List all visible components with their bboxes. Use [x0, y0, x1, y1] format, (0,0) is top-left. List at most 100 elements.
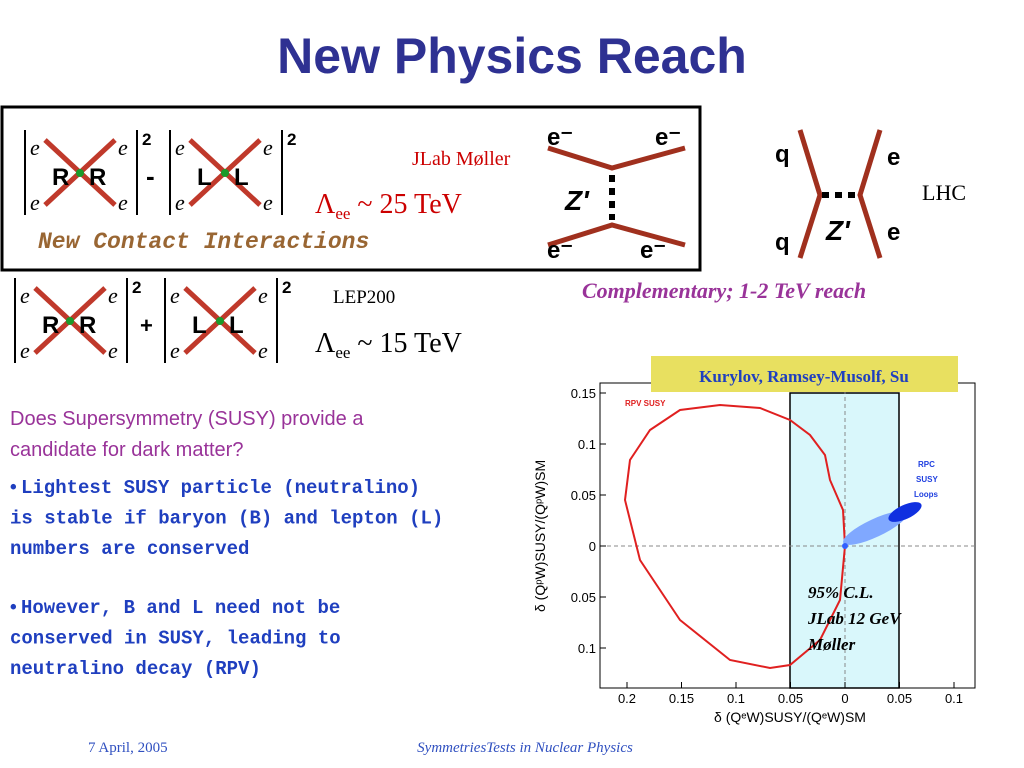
glyph: e [30, 190, 40, 215]
question: candidate for dark matter? [10, 439, 243, 461]
glyph: e [170, 283, 180, 308]
glyph: e [118, 190, 128, 215]
bars [164, 278, 278, 363]
glyph: 2 [142, 130, 151, 149]
x-tick-label: 0.1 [727, 691, 745, 706]
glyph: e⁻ [640, 237, 666, 264]
y-tick-label: 0.05 [571, 590, 596, 605]
bullet-line: is stable if baryon (B) and lepton (L) [10, 508, 443, 530]
bullet-line: neutralino decay (RPV) [10, 658, 261, 680]
zprime-diagram [547, 145, 686, 248]
glyph: L [197, 164, 212, 191]
glyph: R [89, 164, 106, 191]
x-tick-label: 0.15 [669, 691, 694, 706]
cl-label: 95% C.L. [808, 583, 874, 602]
bars [24, 130, 138, 215]
glyph: e [20, 338, 30, 363]
glyph: 2 [282, 278, 291, 297]
lep-reach: Λee ~ 15 TeV [315, 328, 462, 362]
glyph: e⁻ [655, 124, 681, 151]
bullet-mark: • [10, 477, 17, 498]
rpc-label: Loops [914, 490, 939, 499]
ticks: 0.15 0.1 0.05 0 0.05 0.1 0.2 0.15 0.1 0.05 0 0.05 0.… [571, 386, 963, 706]
rpv-label: RPV SUSY [625, 399, 666, 408]
glyph: q [775, 229, 790, 256]
glyph: e [170, 338, 180, 363]
x-tick-label: 0.2 [618, 691, 636, 706]
cl-label: JLab 12 GeV [807, 609, 902, 628]
sub: ee [335, 343, 350, 362]
x-tick-label: 0.05 [778, 691, 803, 706]
bars [14, 278, 128, 363]
glyph: e [887, 219, 900, 246]
rpc-label: SUSY [916, 475, 938, 484]
credit: Kurylov, Ramsey-Musolf, Su [699, 367, 909, 386]
footer-date: 7 April, 2005 [88, 740, 168, 756]
reach: ~ 15 TeV [350, 328, 461, 359]
vertex [76, 169, 84, 177]
x-tick-label: 0.1 [945, 691, 963, 706]
glyph: e [30, 135, 40, 160]
glyph: L [234, 164, 249, 191]
glyph: + [140, 313, 153, 338]
glyph: e [118, 135, 128, 160]
glyph: R [79, 312, 96, 339]
lhc-diagram [797, 129, 883, 259]
bars [169, 130, 283, 215]
bullet-line: conserved in SUSY, leading to [10, 628, 341, 650]
complementary: Complementary; 1-2 TeV reach [582, 278, 866, 303]
glyph: e [108, 283, 118, 308]
y-tick-label: 0.1 [578, 641, 596, 656]
glyph: e [175, 190, 185, 215]
lambda: Λ [315, 328, 336, 359]
glyph: Z' [564, 185, 590, 216]
cl-label: Møller [807, 635, 856, 654]
glyph: e [887, 144, 900, 171]
glyph: q [775, 141, 790, 168]
glyph: 2 [287, 130, 296, 149]
jlab-label: JLab Møller [412, 148, 511, 170]
bullet-line: Lightest SUSY particle (neutralino) [21, 477, 420, 499]
glyph: 2 [132, 278, 141, 297]
footer-event: SymmetriesTests in Nuclear Physics [417, 740, 633, 756]
question: Does Supersymmetry (SUSY) provide a [10, 408, 364, 430]
glyph: L [229, 312, 244, 339]
vertex [221, 169, 229, 177]
x-axis-label: δ (QᵉW)SUSY/(QᵉW)SM [714, 709, 866, 725]
lambda: Λ [315, 189, 336, 220]
plot-frame [599, 382, 976, 689]
glyph: Z' [825, 215, 851, 246]
lep-label: LEP200 [333, 287, 395, 308]
y-tick-label: 0.15 [571, 386, 596, 401]
glyph: e⁻ [547, 124, 573, 151]
y-tick-label: 0.05 [571, 488, 596, 503]
x-tick-label: 0 [841, 691, 848, 706]
rpc-scatter [842, 502, 922, 549]
y-tick-label: 0.1 [578, 437, 596, 452]
glyph: L [192, 312, 207, 339]
y-axis-label: δ (QᵖW)SUSY/(QᵖW)SM [532, 460, 548, 612]
glyph: e [20, 283, 30, 308]
contact-caption: New Contact Interactions [38, 229, 369, 255]
y-tick-label: 0 [589, 539, 596, 554]
glyph: R [42, 312, 59, 339]
bullet-mark: • [10, 597, 17, 618]
glyph: e [258, 283, 268, 308]
reach: ~ 25 TeV [350, 189, 461, 220]
lhc-label: LHC [922, 180, 966, 205]
glyph: e [108, 338, 118, 363]
rpv-contour [623, 403, 846, 670]
lep-diagrams: e ee eR R2 e ee eL L2+ [14, 278, 291, 363]
rpc-label: RPC [918, 460, 935, 469]
sub: ee [335, 204, 350, 223]
glyph: e [263, 135, 273, 160]
credit-box [651, 356, 958, 392]
x-tick-label: 0.05 [887, 691, 912, 706]
glyph: - [146, 161, 155, 191]
vertex [66, 317, 74, 325]
bullet-line: However, B and L need not be [21, 597, 340, 619]
bullets: • Lightest SUSY particle (neutralino)is s… [10, 477, 443, 680]
glyph: e [258, 338, 268, 363]
contact-box [0, 105, 702, 272]
title: New Physics Reach [277, 28, 747, 84]
